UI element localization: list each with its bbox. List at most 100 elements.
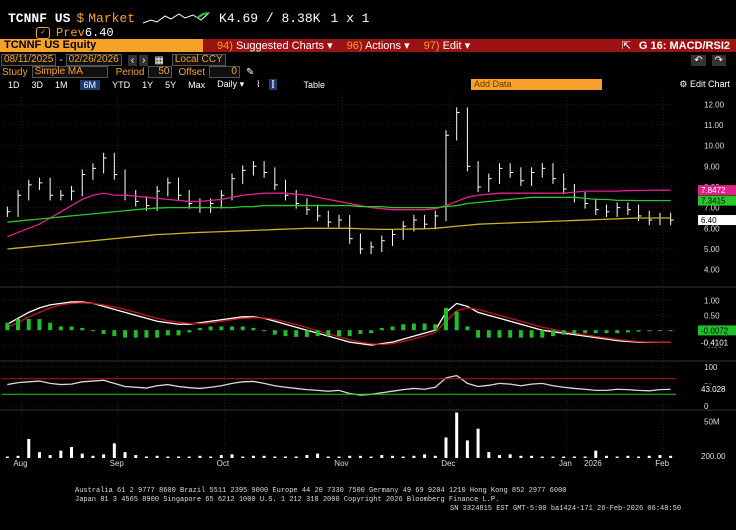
period-input[interactable]: 50 (148, 66, 173, 78)
histogram-bar (26, 319, 31, 331)
footer-line-1: Australia 61 2 9777 8600 Brazil 5511 239… (75, 487, 567, 495)
table-button[interactable]: Table (303, 79, 325, 90)
timeframe-buttons: 1D 3D 1M 6M YTD 1Y 5Y Max (8, 79, 217, 90)
histogram-bar (58, 326, 63, 331)
histogram-bar (144, 330, 149, 338)
histogram-bar (208, 326, 213, 331)
gear-icon[interactable]: ⚙ (679, 79, 688, 89)
histogram-bar (358, 330, 363, 334)
security-field[interactable]: TCNNF US Equity (0, 39, 203, 52)
undo-icon[interactable]: ↶ (691, 54, 706, 66)
pencil-icon[interactable]: ✎ (245, 66, 255, 78)
value-tag-label: 7.8472 (701, 186, 726, 195)
y-tick-label: 4.00 (704, 266, 720, 275)
start-date-input[interactable]: 08/11/2025 (1, 54, 57, 66)
histogram-bar (326, 330, 331, 337)
volume-bar (5, 456, 9, 458)
value-tag-label: -0.0072 (701, 326, 729, 335)
rsi-panel (2, 374, 676, 396)
axes: AugSepOctNovDecJanFeb2025202612.0011.001… (13, 100, 736, 468)
quote-header: TCNNF US $ Market K4.69 / 8.38K 1 x 1 (0, 8, 736, 28)
y-tick-label: 6.00 (704, 224, 720, 233)
end-date-input[interactable]: 02/26/2026 (65, 54, 122, 66)
currency-select[interactable]: Local CCY (171, 54, 226, 66)
timeframe-6m[interactable]: 6M (79, 79, 101, 90)
range-dash: - (59, 54, 63, 66)
timeframe-1y[interactable]: 1Y (142, 79, 154, 90)
edit-chart-button[interactable]: Edit Chart (689, 79, 730, 89)
redo-icon[interactable]: ↷ (711, 54, 726, 66)
menu-actions[interactable]: 96) Actions ▾ (346, 40, 410, 52)
histogram-bar (401, 324, 406, 331)
histogram-bar (465, 326, 470, 331)
histogram-bar (48, 322, 53, 331)
chart-area[interactable]: AugSepOctNovDecJanFeb2025202612.0011.001… (0, 90, 736, 468)
histogram-bar (583, 330, 588, 334)
add-data-input[interactable]: Add Data (470, 79, 602, 90)
study-label: Study (2, 66, 28, 78)
menu-edit[interactable]: 97) Edit ▾ (423, 40, 471, 52)
histogram-bar (69, 326, 74, 331)
series-line (7, 217, 671, 250)
value-tag (698, 337, 736, 348)
x-tick-label: Dec (441, 459, 455, 468)
volume-bar (305, 455, 309, 458)
footer-line-3: SN 3324815 EST GMT-5:00 ba1424-171 26-Fe… (450, 505, 682, 513)
y-tick-label: 0 (704, 402, 709, 411)
histogram-bar (604, 330, 609, 334)
value-tag (698, 195, 736, 206)
series-line (7, 374, 671, 396)
y-tick-label: 10.00 (704, 142, 725, 151)
volume-bar (316, 453, 320, 458)
line-chart-icon[interactable]: ⌇ (256, 79, 261, 89)
calendar-icon[interactable]: ▦ (154, 54, 164, 66)
value-tag (698, 384, 736, 395)
ticker-label: TCNNF US (8, 10, 71, 26)
histogram-bar (379, 327, 384, 331)
volume-bar (626, 455, 630, 458)
menu-label: Suggested Charts (235, 40, 325, 52)
footer-line-2: Japan 81 3 4565 8900 Singapore 65 6212 1… (75, 496, 500, 504)
timeframe-5y[interactable]: 5Y (165, 79, 177, 90)
value-tag-label: -0.4101 (701, 338, 729, 347)
export-icon[interactable]: ⇱ (621, 40, 631, 52)
series-line (7, 302, 671, 346)
volume-bar (594, 450, 598, 458)
timeframe-max[interactable]: Max (188, 79, 206, 90)
volume-bar (669, 455, 673, 458)
candle-icon[interactable]: ⫿ (268, 79, 278, 90)
volume-bar (326, 456, 330, 458)
value-tag-label: 7.3415 (701, 197, 726, 206)
histogram-bar (337, 330, 341, 337)
y-tick-label: 0.50 (704, 311, 720, 320)
volume-bar (497, 455, 501, 458)
offset-input[interactable]: 0 (208, 66, 240, 78)
histogram-bar (16, 319, 21, 331)
timeframe-3d[interactable]: 3D (31, 79, 44, 90)
timeframe-1d[interactable]: 1D (8, 79, 20, 90)
macd-panel (5, 301, 673, 346)
histogram-bar (315, 330, 320, 337)
volume-bar (155, 455, 159, 458)
timeframe-1m[interactable]: 1M (55, 79, 68, 90)
histogram-bar (508, 330, 513, 338)
histogram-bar (101, 330, 106, 334)
next-period-button[interactable]: › (139, 54, 149, 66)
y-tick-label: 12.00 (704, 100, 725, 109)
frequency-select[interactable]: Daily ▾ (217, 79, 245, 89)
study-select[interactable]: Simple MA (31, 66, 108, 78)
volume-bar (166, 456, 170, 458)
histogram-bar (636, 330, 641, 332)
histogram-bar (593, 330, 598, 334)
volume-bar (262, 455, 266, 458)
volume-panel (5, 412, 673, 458)
menu-number: 96) (346, 40, 363, 52)
volume-bar (465, 440, 469, 458)
histogram-bar (90, 330, 95, 332)
timeframe-ytd[interactable]: YTD (112, 79, 131, 90)
sparkline-icon (143, 12, 210, 24)
prev-period-button[interactable]: ‹ (127, 54, 138, 66)
x-tick-label: Sep (110, 459, 125, 468)
menu-suggested-charts[interactable]: 94) Suggested Charts ▾ (217, 40, 333, 52)
series-line (7, 301, 671, 346)
